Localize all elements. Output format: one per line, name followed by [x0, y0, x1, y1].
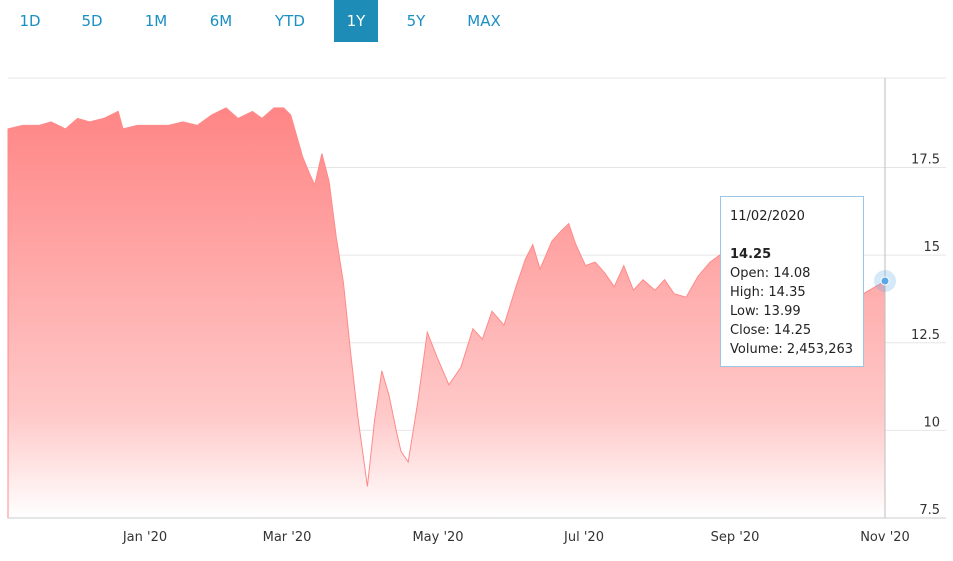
x-axis-ticks: Jan '20 Mar '20 May '20 Jul '20 Sep '20 Nov '…: [122, 530, 910, 545]
y-tick-label: 7.5: [919, 503, 940, 518]
x-tick-label: Sep '20: [711, 530, 760, 545]
y-tick-label: 17.5: [911, 153, 940, 168]
x-tick-label: Mar '20: [263, 530, 312, 545]
hover-marker: [880, 276, 890, 286]
y-tick-label: 12.5: [911, 328, 940, 343]
tooltip-volume: Volume: 2,453,263: [730, 342, 854, 357]
tooltip-open: Open: 14.08: [730, 266, 811, 281]
x-tick-label: May '20: [412, 530, 463, 545]
tooltip-date: 11/02/2020: [730, 209, 805, 224]
tooltip-close: Close: 14.25: [730, 323, 812, 338]
tooltip-low: Low: 13.99: [730, 304, 801, 319]
time-range-tabs: 1D 5D 1M 6M YTD 1Y 5Y MAX: [0, 0, 953, 44]
tooltip-price: 14.25: [730, 247, 772, 262]
tab-1d[interactable]: 1D: [19, 12, 41, 30]
y-tick-label: 10: [923, 415, 940, 430]
x-tick-label: Nov '20: [860, 530, 910, 545]
tooltip-high: High: 14.35: [730, 285, 806, 300]
price-tooltip: 11/02/2020 14.25 Open: 14.08 High: 14.35…: [720, 196, 864, 367]
tab-5y[interactable]: 5Y: [406, 12, 426, 30]
tab-1m[interactable]: 1M: [144, 12, 168, 30]
tab-1y[interactable]: 1Y: [334, 0, 378, 42]
y-axis-ticks: 7.5 10 12.5 15 17.5: [911, 153, 940, 519]
y-tick-label: 15: [923, 240, 940, 255]
tab-6m[interactable]: 6M: [209, 12, 233, 30]
x-tick-label: Jul '20: [563, 530, 604, 545]
tab-5d[interactable]: 5D: [81, 12, 103, 30]
tab-ytd[interactable]: YTD: [275, 12, 305, 30]
x-tick-label: Jan '20: [122, 530, 167, 545]
tab-max[interactable]: MAX: [467, 12, 501, 30]
